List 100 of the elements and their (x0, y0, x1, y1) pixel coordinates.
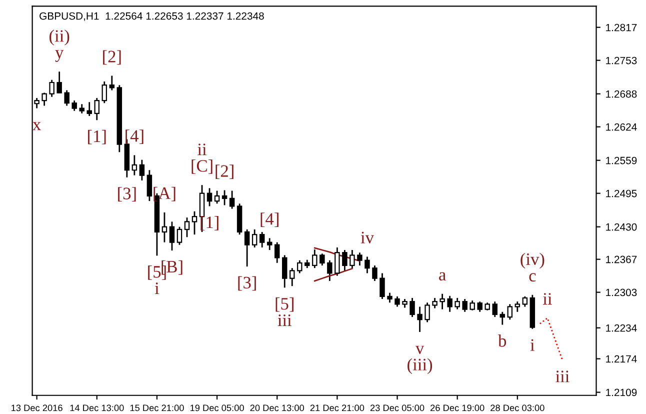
x-tick-label: 26 Dec 19:00 (430, 404, 484, 412)
candlestick (334, 246, 340, 276)
x-tick-label: 28 Dec 03:00 (490, 404, 544, 412)
candlestick (342, 249, 348, 272)
candlestick (49, 79, 54, 98)
annotation: c (529, 273, 536, 282)
candlestick (139, 159, 145, 182)
annotation: [A] (154, 186, 176, 202)
candlestick (56, 70, 62, 94)
y-tick-label: 1.2174 (606, 355, 637, 363)
annotation: [1] (88, 130, 106, 144)
y-tick-label: 1.2303 (606, 288, 637, 296)
annotation: [C] (192, 160, 212, 174)
annotation: b (498, 334, 506, 347)
annotation: ii (542, 293, 552, 305)
annotation: [3] (238, 276, 256, 291)
candlestick (522, 296, 528, 308)
y-tick-label: 1.2817 (606, 24, 637, 32)
annotation: y (55, 50, 64, 62)
annotation: [4] (260, 212, 278, 227)
x-tick-label: 20 Dec 13:00 (250, 404, 304, 412)
y-tick-label: 1.2688 (606, 90, 637, 98)
candlestick (64, 90, 70, 106)
annotation: i (154, 282, 160, 294)
x-tick-label: 14 Dec 13:00 (70, 404, 124, 412)
candlestick (222, 190, 228, 206)
line-series (539, 317, 564, 362)
candlestick (184, 216, 190, 238)
candlestick (470, 300, 475, 312)
x-tick-label: 15 Dec 21:00 (130, 404, 184, 412)
candlestick (514, 300, 520, 313)
y-tick-label: 1.2430 (606, 223, 637, 231)
candlestick (424, 302, 430, 323)
candlestick (109, 75, 115, 91)
candlestick (86, 101, 92, 117)
candlestick (42, 92, 47, 106)
chart-title: GBPUSD,H1 1.22564 1.22653 1.22337 1.22348 (40, 12, 264, 21)
candlestick (79, 103, 84, 114)
candlestick (500, 311, 506, 326)
y-tick-label: 1.2495 (606, 190, 637, 198)
candlestick (492, 300, 498, 318)
candlestick (94, 97, 100, 121)
candlestick (162, 212, 168, 243)
candlestick (282, 254, 288, 288)
y-tick-label: 1.2753 (606, 56, 637, 64)
annotation: [3] (118, 187, 136, 202)
y-tick-label: 1.2559 (606, 156, 637, 164)
annotation: (ii) (49, 30, 70, 46)
candlestick (507, 303, 513, 320)
annotation: [2] (103, 50, 121, 65)
annotation: (iii) (408, 358, 432, 374)
annotation: iii (556, 370, 570, 382)
candlestick (417, 306, 422, 333)
candlestick (454, 297, 460, 310)
candlestick (176, 226, 182, 246)
candlestick (266, 237, 272, 251)
candlestick (320, 252, 325, 266)
candlestick (297, 260, 302, 274)
x-tick-label: 21 Dec 21:00 (310, 404, 364, 412)
annotation: [5] (276, 297, 294, 312)
candlestick (214, 190, 220, 204)
candlestick (146, 169, 152, 202)
candlestick (327, 260, 332, 282)
candlestick (192, 210, 198, 236)
candlestick (462, 298, 468, 313)
annotation: [4] (126, 130, 144, 144)
annotation: [2] (216, 164, 234, 180)
y-tick-label: 1.2234 (606, 324, 637, 332)
candlestick (274, 242, 280, 264)
candlestick (350, 249, 355, 269)
y-tick-label: 1.2367 (606, 256, 637, 264)
candlestick (312, 248, 318, 269)
annotation: iii (278, 314, 292, 326)
candlestick (440, 293, 445, 310)
candlestick (72, 100, 77, 112)
candlestick (259, 231, 265, 248)
candlestick (447, 295, 452, 313)
candlestick (410, 297, 415, 318)
candlestick (394, 296, 400, 308)
candlestick (102, 80, 108, 104)
candlestick (132, 154, 138, 176)
y-tick-label: 1.2109 (606, 388, 637, 396)
candlestick (380, 272, 385, 300)
candlestick (387, 292, 392, 304)
annotation: ii (198, 144, 207, 156)
candlestick (290, 267, 295, 287)
x-tick-label: 13 Dec 2016 (12, 404, 62, 412)
annotation: (iv) (520, 252, 544, 269)
annotation: a (439, 272, 446, 281)
candlestick (364, 256, 370, 274)
y-tick-label: 1.2624 (606, 123, 637, 131)
candlestick (229, 190, 235, 210)
candlestick (169, 220, 175, 252)
candlestick (477, 300, 482, 313)
candlestick (372, 264, 378, 282)
candlestick (252, 228, 258, 248)
annotation: iv (360, 232, 374, 244)
candlestick (206, 187, 212, 207)
candlestick (244, 228, 250, 268)
candlestick (432, 297, 438, 309)
